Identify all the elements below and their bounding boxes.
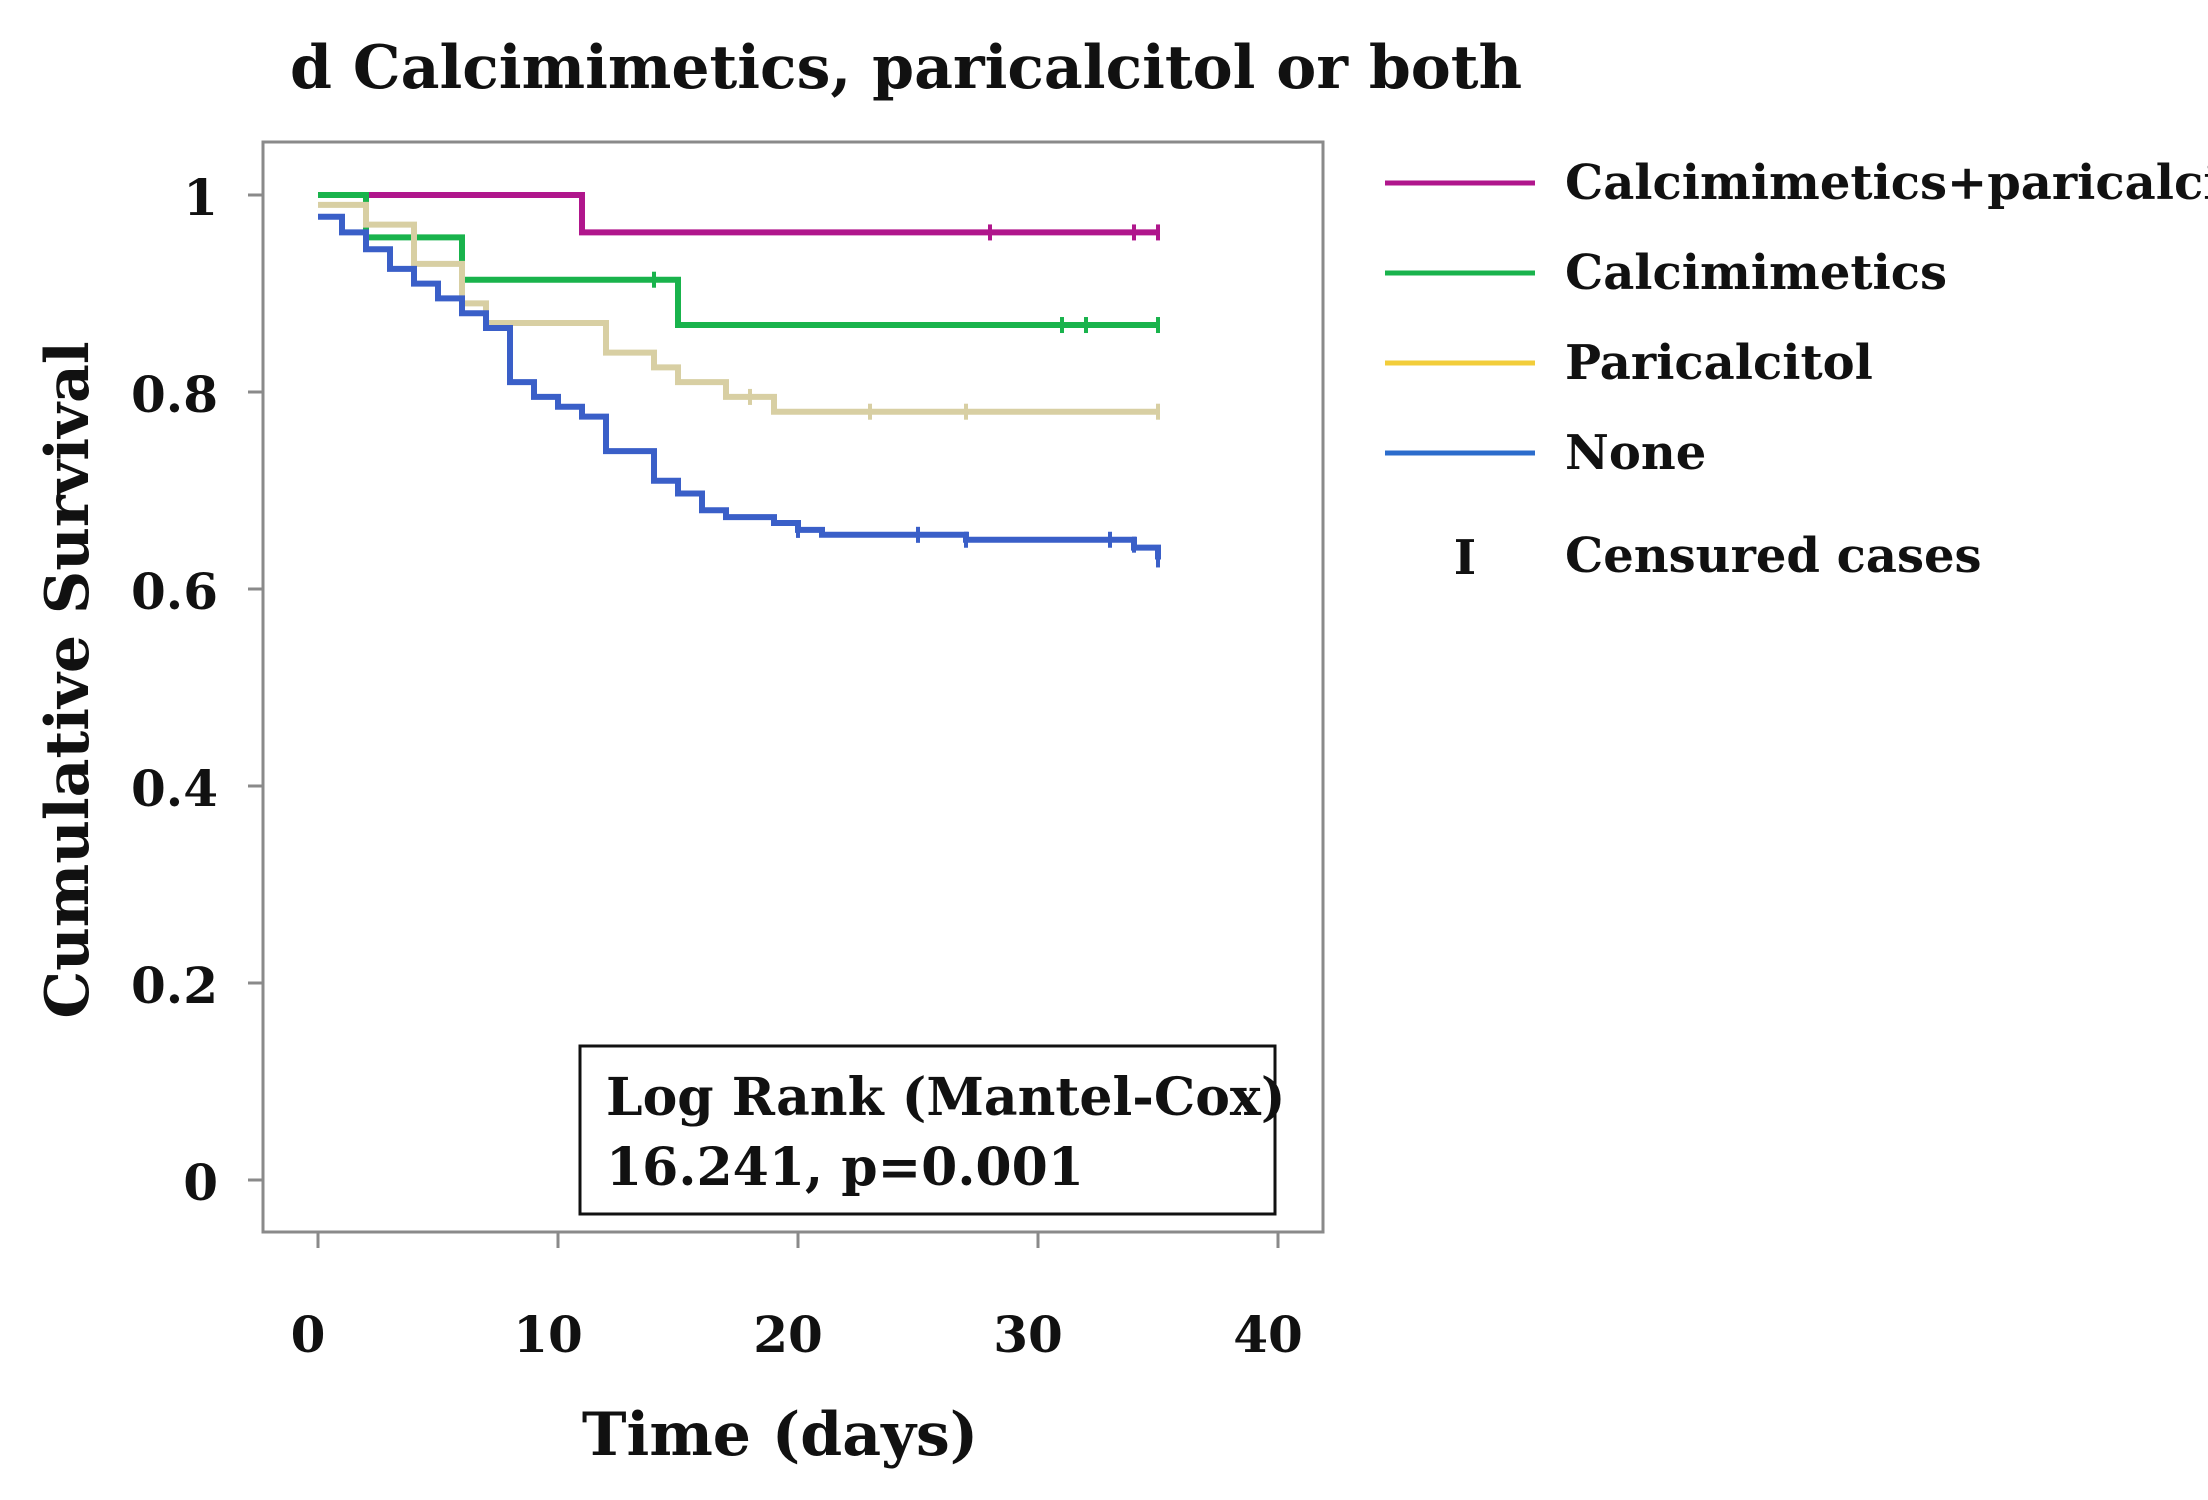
- y-tick-label: 0.2: [131, 956, 218, 1015]
- plot-frame: [261, 140, 1325, 1234]
- legend: Calcimimetics+paricalcitol Calcimimetics P…: [1385, 155, 2208, 481]
- legend-item-none: None: [1385, 425, 1706, 481]
- annotation-line-1: Log Rank (Mantel-Cox): [606, 1067, 1286, 1128]
- log-rank-annotation: Log Rank (Mantel-Cox) 16.241, p=0.001: [578, 1044, 1286, 1216]
- x-tick-label: 40: [1233, 1305, 1303, 1364]
- y-tick-label: 0.8: [131, 365, 218, 424]
- y-axis-label: Cumulative Survival: [33, 341, 103, 1018]
- censored-label: Censured cases: [1565, 528, 1982, 584]
- series-paricalcitol: [318, 201, 1160, 420]
- legend-label: Calcimimetics: [1565, 245, 1947, 301]
- legend-label: Paricalcitol: [1565, 335, 1873, 391]
- series-calcimimetics-paricalcitol: [318, 192, 1160, 241]
- y-tick-label: 1: [183, 168, 218, 227]
- x-tick-label: 20: [753, 1305, 823, 1364]
- x-axis-label: Time (days): [582, 1400, 978, 1470]
- x-tick-label: 10: [513, 1305, 583, 1364]
- legend-item-calcimimetics: Calcimimetics: [1385, 245, 1947, 301]
- legend-item-paricalcitol: Paricalcitol: [1385, 335, 1873, 391]
- series-layer: [318, 192, 1161, 568]
- legend-item-calcimimetics-paricalcitol: Calcimimetics+paricalcitol: [1385, 155, 2208, 211]
- series-line-calcimimetics-paricalcitol: [318, 192, 1158, 236]
- legend-censored: I Censured cases: [1454, 528, 1982, 586]
- x-tick-label: 0: [291, 1305, 326, 1364]
- series-line-calcimimetics: [318, 192, 1158, 328]
- series-line-none: [318, 213, 1161, 560]
- y-tick-label: 0: [183, 1153, 218, 1212]
- x-axis: 0 10 20 30 40: [291, 1232, 1303, 1364]
- chart-title: d Calcimimetics, paricalcitol or both: [290, 33, 1522, 103]
- legend-label: Calcimimetics+paricalcitol: [1565, 155, 2208, 211]
- series-line-paricalcitol: [318, 201, 1158, 415]
- y-tick-label: 0.6: [131, 562, 218, 621]
- y-tick-label: 0.4: [131, 759, 218, 818]
- censored-marker-icon: I: [1454, 530, 1476, 586]
- annotation-line-2: 16.241, p=0.001: [606, 1137, 1084, 1198]
- x-tick-label: 30: [993, 1305, 1063, 1364]
- annotation-box: [578, 1044, 1277, 1216]
- y-axis: 0 0.2 0.4 0.6 0.8 1: [131, 168, 263, 1212]
- legend-label: None: [1565, 425, 1706, 481]
- series-none: [318, 213, 1161, 568]
